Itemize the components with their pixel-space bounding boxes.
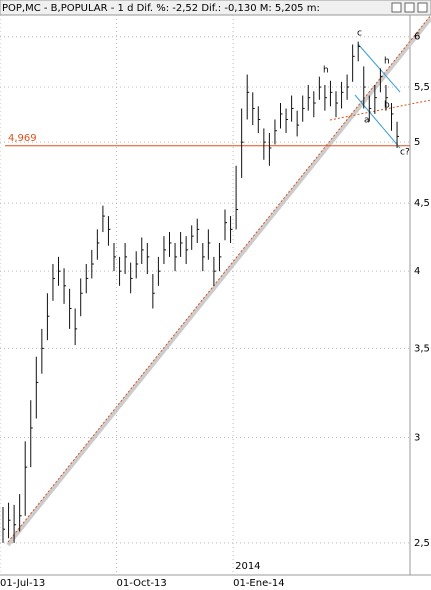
trend-line xyxy=(7,14,431,543)
y-tick-label: 2,5 xyxy=(414,538,430,549)
trend-line xyxy=(329,99,431,121)
year-label: 2014 xyxy=(235,561,260,572)
y-tick-label: 3,5 xyxy=(414,343,430,354)
reference-label: 4,969 xyxy=(8,133,37,144)
wave-label: c? xyxy=(400,148,410,158)
y-tick-label: 6 xyxy=(414,32,420,43)
channel-line xyxy=(357,43,401,93)
wave-label: c xyxy=(357,29,362,39)
header-bar xyxy=(0,0,431,16)
x-tick-label: 01-Ene-14 xyxy=(233,578,284,589)
x-tick-label: 01-Jul-13 xyxy=(0,578,45,589)
wave-label: h xyxy=(323,66,329,76)
chart-title: POP,MC - B,POPULAR - 1 d Dif. %: -2,52 D… xyxy=(2,3,320,14)
y-tick-label: 3 xyxy=(414,432,420,443)
wave-label: h xyxy=(384,57,390,67)
y-tick-label: 5 xyxy=(414,137,420,148)
y-tick-label: 5,5 xyxy=(414,82,430,93)
y-tick-label: 4 xyxy=(414,266,420,277)
window-button[interactable] xyxy=(404,2,415,13)
x-tick-label: 01-Oct-13 xyxy=(117,578,167,589)
trend-shadow xyxy=(6,16,431,547)
y-tick-label: 4,5 xyxy=(414,198,430,209)
window-button[interactable] xyxy=(391,2,402,13)
wave-label: b xyxy=(384,101,390,111)
channel-line xyxy=(354,94,401,149)
window-button[interactable] xyxy=(417,2,428,13)
wave-label: a xyxy=(364,116,370,126)
